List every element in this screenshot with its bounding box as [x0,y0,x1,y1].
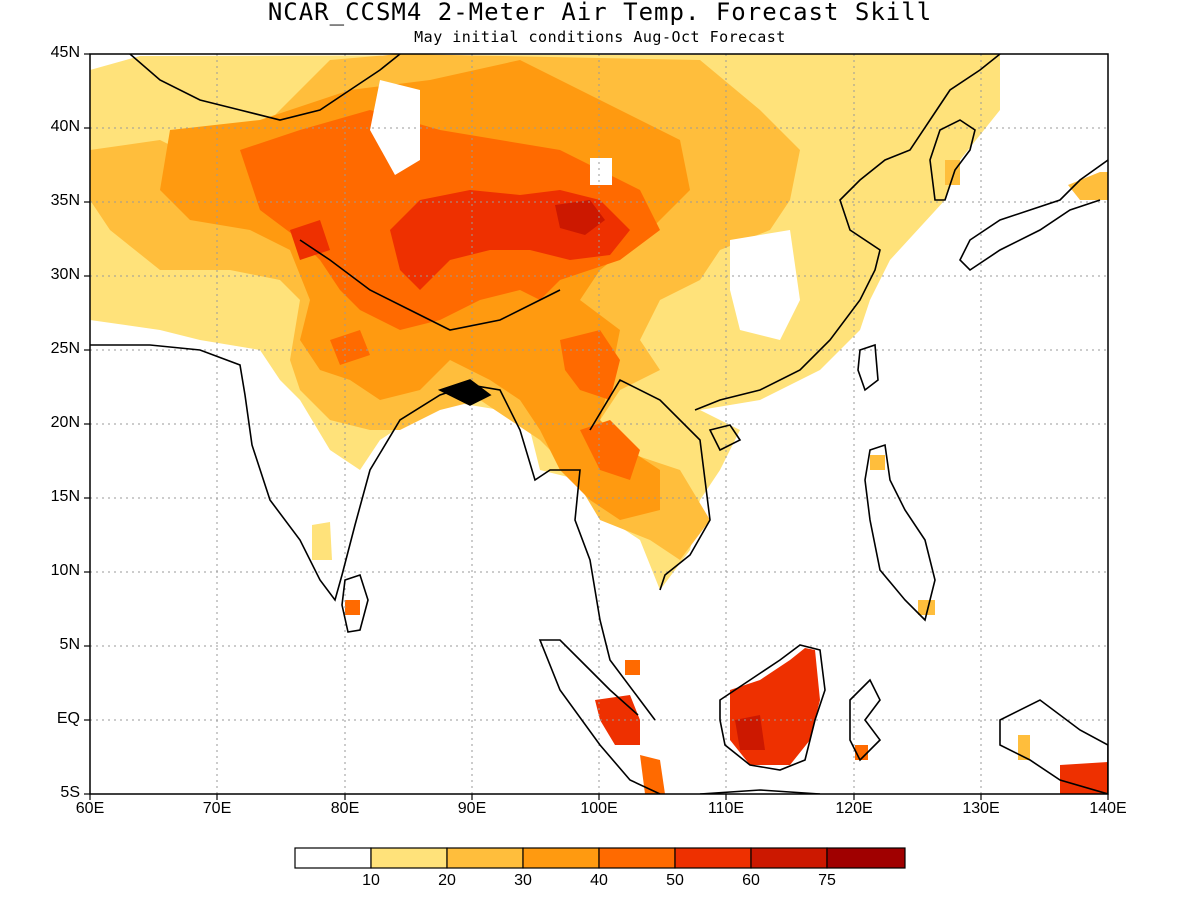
map-title: NCAR_CCSM4 2-Meter Air Temp. Forecast Sk… [267,0,933,26]
skill-region-kor [945,160,960,185]
skill-region-phil2 [918,600,935,615]
skill-region-srilanka [345,600,360,615]
lat-label-15n: 15N [50,488,80,505]
colorbar-label-40: 40 [590,872,608,889]
skill-region-50b [290,220,330,260]
lon-label-80e: 80E [330,800,360,817]
lat-label-5n: 5N [59,636,80,653]
colorbar-label-30: 30 [514,872,532,889]
colorbar-label-10: 10 [362,872,380,889]
lat-label-25n: 25N [50,340,80,357]
colorbar-swatch-1 [370,847,448,869]
colorbar-swatch-4 [598,847,676,869]
skill-region-sumatra-b [640,755,665,794]
lat-label-eq: EQ [56,710,80,727]
lat-label-30n: 30N [50,266,80,283]
skill-region-phil [870,455,885,470]
coastlines [90,54,1108,794]
lon-label-60e: 60E [75,800,105,817]
colorbar-swatch-5 [674,847,752,869]
lon-label-120e: 120E [835,800,873,817]
skill-shading [90,54,1108,794]
skill-region-india-s [312,522,332,560]
lon-label-70e: 70E [202,800,232,817]
skill-hole-c [370,80,420,175]
lon-label-140e: 140E [1089,800,1127,817]
lon-label-130e: 130E [962,800,1000,817]
skill-hole-a [730,230,800,340]
lon-label-110e: 110E [707,800,745,817]
colorbar-swatch-6 [750,847,828,869]
lat-label-20n: 20N [50,414,80,431]
skill-region-mal [625,660,640,675]
skill-hole-b [590,158,612,185]
colorbar-label-75: 75 [818,872,836,889]
colorbar-label-50: 50 [666,872,684,889]
colorbar-label-20: 20 [438,872,456,889]
colorbar-swatch-7 [826,847,906,869]
lon-label-90e: 90E [457,800,487,817]
skill-region-lux [1068,172,1108,200]
map-subtitle: May initial conditions Aug-Oct Forecast [414,28,786,46]
lat-label-5s: 5S [60,784,80,801]
skill-region-40c [330,330,370,365]
axis-ticks [84,53,1109,800]
colorbar-swatch-0 [294,847,372,869]
lat-label-10n: 10N [50,562,80,579]
skill-region-60 [555,200,605,235]
lon-label-100e: 100E [580,800,618,817]
colorbar-label-60: 60 [742,872,760,889]
skill-region-ng2 [1018,735,1030,760]
lat-label-45n: 45N [50,44,80,61]
skill-region-40d [580,420,640,480]
lat-label-40n: 40N [50,118,80,135]
map-gridlines [90,54,1108,794]
skill-region-40b [560,330,620,400]
skill-region-borneo-60 [735,715,765,750]
lat-label-35n: 35N [50,192,80,209]
colorbar [294,847,906,869]
colorbar-swatch-2 [446,847,524,869]
skill-region-ng [1060,762,1108,794]
colorbar-swatch-3 [522,847,600,869]
